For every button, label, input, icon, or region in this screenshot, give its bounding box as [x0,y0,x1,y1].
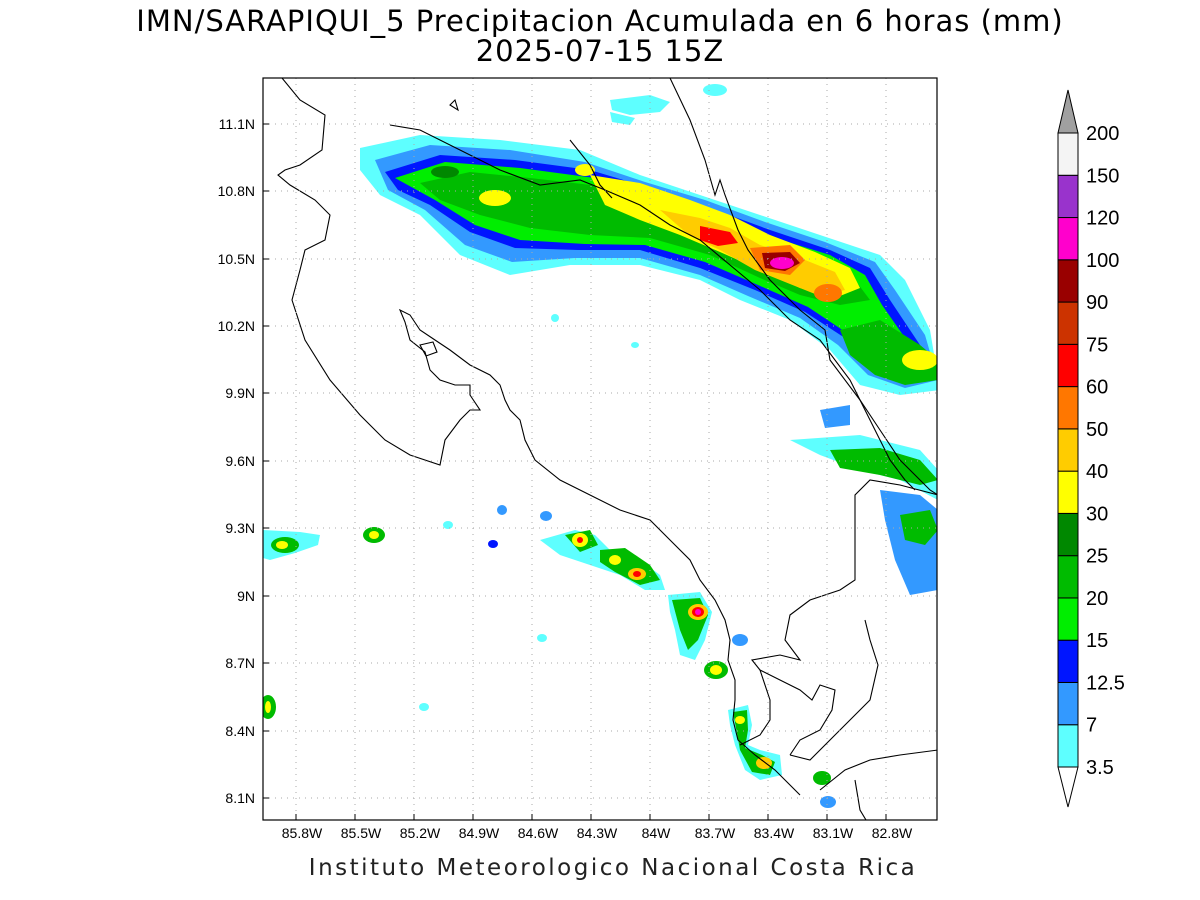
colorbar-segment [1057,470,1079,514]
colorbar-segment [1057,174,1079,219]
lon-label: 84.3W [577,825,618,841]
colorbar-label: 75 [1086,334,1108,356]
colorbar-segment [1057,724,1079,768]
colorbar-low-arrow [1057,766,1079,808]
colorbar-segment [1057,301,1079,345]
colorbar-segment [1057,259,1079,303]
precipitation-field [263,84,937,808]
lon-label: 84.9W [459,825,500,841]
colorbar-label: 20 [1086,588,1108,610]
colorbar-segment [1057,132,1079,176]
lon-label: 85.8W [282,825,323,841]
colorbar-label: 50 [1086,419,1108,441]
colorbar-label: 200 [1086,123,1119,145]
colorbar-legend: 3.5 7 12.5 15 20 25 30 40 50 60 75 90 100 120 150 200 [1057,89,1125,808]
colorbar-label: 25 [1086,546,1108,568]
lat-label: 8.7N [225,655,255,671]
colorbar-segment [1057,681,1079,726]
map-subtitle-date: 2025-07-15 15Z [475,34,725,68]
colorbar-segment [1057,597,1079,641]
lon-label: 84W [642,825,672,841]
lon-label: 85.2W [400,825,441,841]
colorbar-label: 7 [1086,715,1097,737]
lon-label: 83.4W [754,825,795,841]
lat-label: 10.5N [218,251,255,267]
lat-label: 8.1N [225,790,255,806]
colorbar-segment [1057,555,1079,599]
colorbar-segment [1057,639,1079,683]
colorbar-segment [1057,343,1079,388]
colorbar-segment [1057,428,1079,472]
colorbar-label: 90 [1086,292,1108,314]
lat-label: 8.4N [225,723,255,739]
colorbar-label: 15 [1086,630,1108,652]
colorbar-segment [1057,217,1079,261]
lon-label: 85.5W [341,825,382,841]
colorbar-label: 40 [1086,461,1108,483]
colorbar-label: 150 [1086,165,1119,187]
coastline [277,78,937,820]
lat-label: 9.6N [225,453,255,469]
colorbar-label: 3.5 [1086,757,1114,779]
colorbar-label: 100 [1086,250,1119,272]
lat-label: 11.1N [219,116,255,132]
colorbar-label: 30 [1086,503,1108,525]
lon-label: 82.8W [872,825,913,841]
map-frame [262,77,938,821]
lat-label: 9.3N [225,520,255,536]
institution-footer: Instituto Meteorologico Nacional Costa R… [308,855,918,881]
colorbar-label: 12.5 [1086,672,1125,694]
colorbar-label: 120 [1086,208,1119,230]
axis-ticks [263,123,887,820]
lat-label: 9N [237,588,255,604]
lon-label: 83.1W [813,825,854,841]
lat-label: 10.2N [218,318,255,334]
lat-label: 9.9N [225,385,255,401]
colorbar-segment [1057,512,1079,557]
map-title: IMN/SARAPIQUI_5 Precipitacion Acumulada … [136,4,1064,38]
colorbar-label: 60 [1086,377,1108,399]
colorbar-segment [1057,386,1079,430]
colorbar-high-arrow [1057,89,1079,134]
graticule [263,78,937,820]
lon-label: 84.6W [518,825,559,841]
lon-label: 83.7W [695,825,736,841]
lat-label: 10.8N [218,183,255,199]
